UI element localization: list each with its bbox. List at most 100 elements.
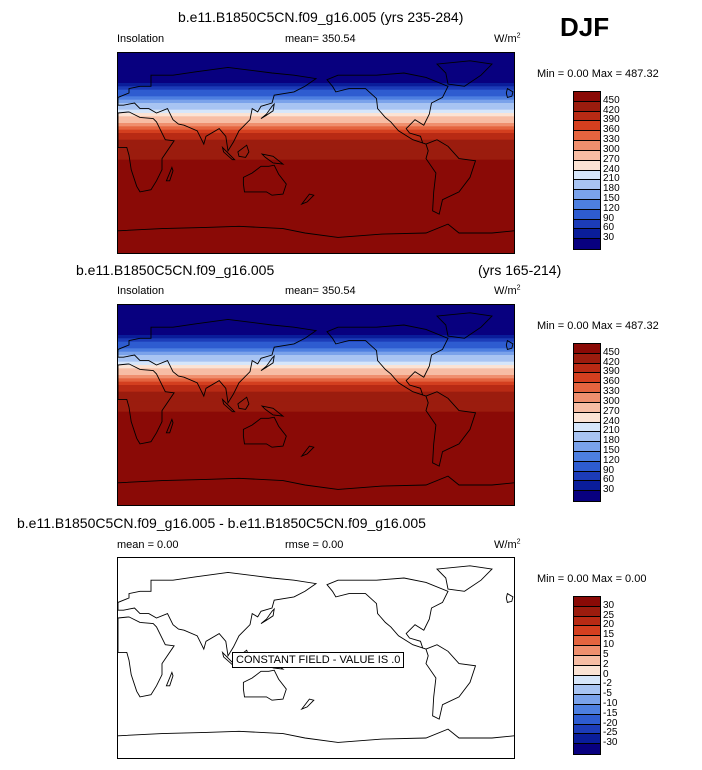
coastline-6 (118, 223, 514, 238)
insolation-band (118, 311, 514, 316)
colorbar-swatch (574, 461, 600, 472)
insolation-band (118, 465, 514, 469)
insolation-band (118, 129, 514, 134)
colorbar-tick-label: 30 (603, 232, 615, 244)
colorbar-tick-label: 30 (603, 484, 615, 496)
insolation-band (118, 113, 514, 117)
insolation-band (118, 229, 514, 234)
colorbar-swatch (574, 597, 600, 607)
colorbar-tick-label: 180 (603, 183, 620, 195)
panel3-mean: mean = 0.00 (117, 539, 179, 551)
colorbar-tick-label: -30 (603, 737, 618, 749)
insolation-band (118, 163, 514, 167)
insolation-band (118, 455, 514, 459)
insolation-band (118, 408, 514, 413)
colorbar-tick-label: 300 (603, 143, 620, 155)
colorbar-swatch (574, 655, 600, 666)
coastline-7 (260, 102, 275, 119)
colorbar-swatch (574, 442, 600, 452)
insolation-band (118, 335, 514, 339)
panel1-mean: mean= 350.54 (285, 33, 356, 45)
insolation-band (118, 126, 514, 131)
colorbar-tick-label: 390 (603, 366, 620, 378)
coastline-2 (242, 416, 287, 448)
insolation-band (118, 318, 514, 323)
coastline-10 (300, 698, 315, 711)
insolation-band (118, 421, 514, 426)
coastline-3 (326, 72, 449, 145)
coastline-4 (425, 139, 477, 215)
colorbar-swatch (574, 363, 600, 374)
insolation-band (118, 219, 514, 224)
coastline-10 (300, 193, 315, 206)
insolation-band (118, 475, 514, 479)
panel3-units: W/m2 (494, 538, 521, 551)
insolation-band (118, 415, 514, 419)
colorbar-swatch (574, 481, 600, 492)
panel3-colorbar (573, 596, 601, 755)
insolation-band (118, 186, 514, 191)
insolation-band (118, 223, 514, 227)
coastline-6 (118, 728, 514, 743)
insolation-band (118, 491, 514, 496)
colorbar-swatch (574, 111, 600, 122)
colorbar-swatch (574, 665, 600, 676)
insolation-band (118, 365, 514, 369)
insolation-band (118, 401, 514, 406)
insolation-band (118, 331, 514, 336)
colorbar-swatch (574, 685, 600, 696)
panel2-units: W/m2 (494, 284, 521, 297)
colorbar-swatch (574, 432, 600, 443)
colorbar-swatch (574, 451, 600, 462)
insolation-band (118, 139, 514, 144)
coastline-1 (118, 616, 175, 698)
insolation-band (118, 189, 514, 194)
colorbar-swatch (574, 402, 600, 413)
colorbar-swatch (574, 344, 600, 354)
colorbar-tick-label: -15 (603, 707, 618, 719)
coastline-8 (505, 592, 514, 603)
insolation-band (118, 96, 514, 101)
colorbar-swatch (574, 695, 600, 705)
insolation-band (118, 133, 514, 137)
insolation-band (118, 435, 514, 439)
coastline-3 (326, 577, 449, 650)
insolation-band (118, 173, 514, 177)
colorbar-tick-label: 5 (603, 648, 609, 660)
colorbar-swatch (574, 626, 600, 637)
panel1-field (118, 53, 514, 253)
insolation-band (118, 458, 514, 463)
coastline-1 (118, 111, 175, 193)
colorbar-tick-label: -5 (603, 688, 612, 700)
panel1-variable: Insolation (117, 33, 165, 45)
insolation-band (118, 388, 514, 393)
colorbar-tick-label: -25 (603, 727, 618, 739)
insolation-band (118, 243, 514, 247)
insolation-band (118, 136, 514, 141)
coastline-0 (118, 66, 318, 153)
panel2-years: (yrs 165-214) (478, 262, 562, 278)
insolation-band (118, 213, 514, 217)
colorbar-tick-label: 330 (603, 134, 620, 146)
insolation-band (118, 89, 514, 94)
insolation-band (118, 325, 514, 329)
coastline-11 (237, 396, 250, 410)
insolation-band (118, 348, 514, 353)
colorbar-tick-label: 450 (603, 94, 620, 106)
insolation-band (118, 391, 514, 396)
insolation-band (118, 156, 514, 161)
coastline-11 (237, 144, 250, 158)
coastline-3 (326, 324, 449, 397)
coastline-5 (436, 312, 493, 339)
insolation-band (118, 351, 514, 356)
insolation-band (118, 428, 514, 433)
insolation-band (118, 375, 514, 379)
insolation-band (118, 355, 514, 359)
insolation-band (118, 501, 514, 505)
colorbar-swatch (574, 724, 600, 735)
insolation-band (118, 361, 514, 366)
coastline-9 (165, 671, 174, 687)
colorbar-tick-label: 120 (603, 454, 620, 466)
colorbar-tick-label: 450 (603, 346, 620, 358)
colorbar-tick-label: 360 (603, 124, 620, 136)
